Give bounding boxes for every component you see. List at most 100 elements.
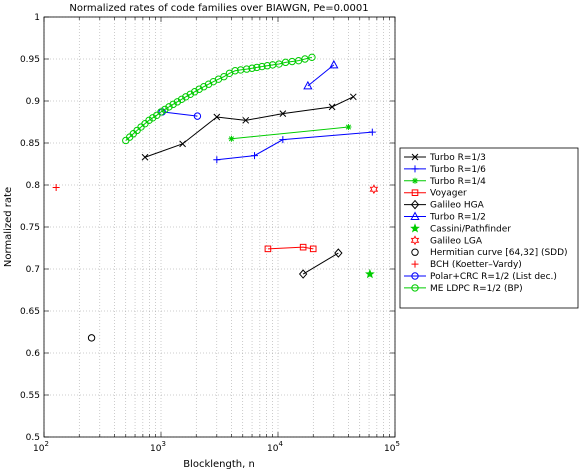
data-point xyxy=(411,153,419,161)
data-point xyxy=(165,103,173,111)
x-tick-label: 104 xyxy=(267,440,283,454)
plot-area xyxy=(43,16,396,438)
legend-label: Voyager xyxy=(430,189,467,199)
data-point xyxy=(349,93,357,101)
legend-entry: Turbo R=1/2 xyxy=(404,211,486,223)
data-point xyxy=(411,165,419,173)
data-point xyxy=(275,60,283,68)
data-point xyxy=(248,64,256,72)
plot-marks xyxy=(52,53,379,342)
data-point xyxy=(309,245,317,253)
series-7 xyxy=(369,184,379,195)
grid xyxy=(43,16,396,438)
data-point xyxy=(173,98,182,106)
series-8 xyxy=(87,334,96,342)
data-point xyxy=(179,140,186,148)
legend-entry: Turbo R=1/4 xyxy=(404,177,486,187)
data-point xyxy=(52,184,60,192)
data-point xyxy=(141,153,149,161)
data-point xyxy=(298,269,308,279)
legend-label: Galileo LGA xyxy=(430,236,483,246)
data-point xyxy=(279,110,287,117)
data-point xyxy=(242,116,250,124)
series-line xyxy=(267,246,314,250)
data-point xyxy=(242,65,251,73)
data-point xyxy=(299,243,307,251)
data-point xyxy=(145,116,153,125)
x-tick-label: 103 xyxy=(150,440,166,454)
data-point xyxy=(177,95,186,104)
series-3 xyxy=(264,243,317,253)
y-tick-label: 0.85 xyxy=(20,139,40,149)
series-0 xyxy=(141,93,357,161)
legend-label: Turbo R=1/4 xyxy=(429,177,486,187)
data-point xyxy=(369,184,379,195)
legend-entry: Turbo R=1/6 xyxy=(404,165,486,175)
legend-entry: Voyager xyxy=(404,189,467,199)
data-point xyxy=(411,248,419,256)
series-11 xyxy=(122,53,316,145)
legend-label: ME LDPC R=1/2 (BP) xyxy=(430,284,523,294)
data-point xyxy=(231,67,239,75)
data-point xyxy=(87,334,96,342)
data-point xyxy=(410,199,420,210)
data-point xyxy=(279,136,287,144)
series-1 xyxy=(213,128,376,164)
data-point xyxy=(213,113,221,121)
legend-entry: Hermitian curve [64,32] (SDD) xyxy=(411,248,568,258)
data-point xyxy=(213,156,221,164)
data-point xyxy=(411,189,419,196)
series-6 xyxy=(365,268,375,279)
legend-entry: Cassini/Pathfinder xyxy=(410,223,511,234)
data-point xyxy=(411,284,419,292)
x-tick-label: 105 xyxy=(384,440,400,454)
legend-label: BCH (Koetter–Vardy) xyxy=(430,260,522,270)
legend-entry: ME LDPC R=1/2 (BP) xyxy=(404,284,523,294)
data-point xyxy=(161,105,169,114)
data-point xyxy=(345,124,352,131)
data-point xyxy=(328,103,336,111)
legend-entry: Polar+CRC R=1/2 (List dec.) xyxy=(404,272,557,282)
chart-title: Normalized rates of code families over B… xyxy=(69,3,368,14)
y-tick-label: 0.8 xyxy=(26,181,41,191)
legend-entry: Galileo LGA xyxy=(410,235,483,246)
data-point xyxy=(251,152,259,160)
legend-label: Turbo R=1/2 xyxy=(429,213,486,223)
data-point xyxy=(329,59,339,69)
data-point xyxy=(220,72,228,81)
y-tick-label: 0.5 xyxy=(26,433,40,443)
x-axis-label: Blocklength, n xyxy=(183,459,255,470)
y-tick-label: 0.55 xyxy=(20,391,40,401)
data-point xyxy=(157,108,165,116)
data-point xyxy=(411,272,419,280)
series-2 xyxy=(228,124,352,142)
series-line xyxy=(216,131,373,161)
series-line xyxy=(231,126,349,140)
legend-box xyxy=(399,147,579,309)
y-tick-label: 0.7 xyxy=(26,265,40,275)
data-point xyxy=(308,53,316,62)
legend-label: Galileo HGA xyxy=(430,201,485,211)
y-tick-label: 1 xyxy=(34,13,40,23)
y-tick-label: 0.6 xyxy=(26,349,41,359)
data-point xyxy=(186,90,194,98)
data-point xyxy=(264,245,272,253)
series-4 xyxy=(298,248,343,279)
data-point xyxy=(410,211,420,220)
data-point xyxy=(169,100,177,109)
legend: Turbo R=1/3 Turbo R=1/6 Turbo R=1/4 Voyager… xyxy=(399,147,579,309)
y-axis-label: Normalized rate xyxy=(3,187,14,267)
data-point xyxy=(411,260,419,268)
y-tick-label: 0.75 xyxy=(20,223,40,233)
series-5 xyxy=(303,59,339,90)
data-point xyxy=(410,235,420,246)
legend-label: Hermitian curve [64,32] (SDD) xyxy=(430,248,568,258)
data-point xyxy=(410,223,420,233)
data-point xyxy=(258,62,266,71)
series-10 xyxy=(158,108,202,120)
data-point xyxy=(263,62,271,70)
legend-label: Turbo R=1/3 xyxy=(429,153,486,163)
data-point xyxy=(334,248,343,258)
